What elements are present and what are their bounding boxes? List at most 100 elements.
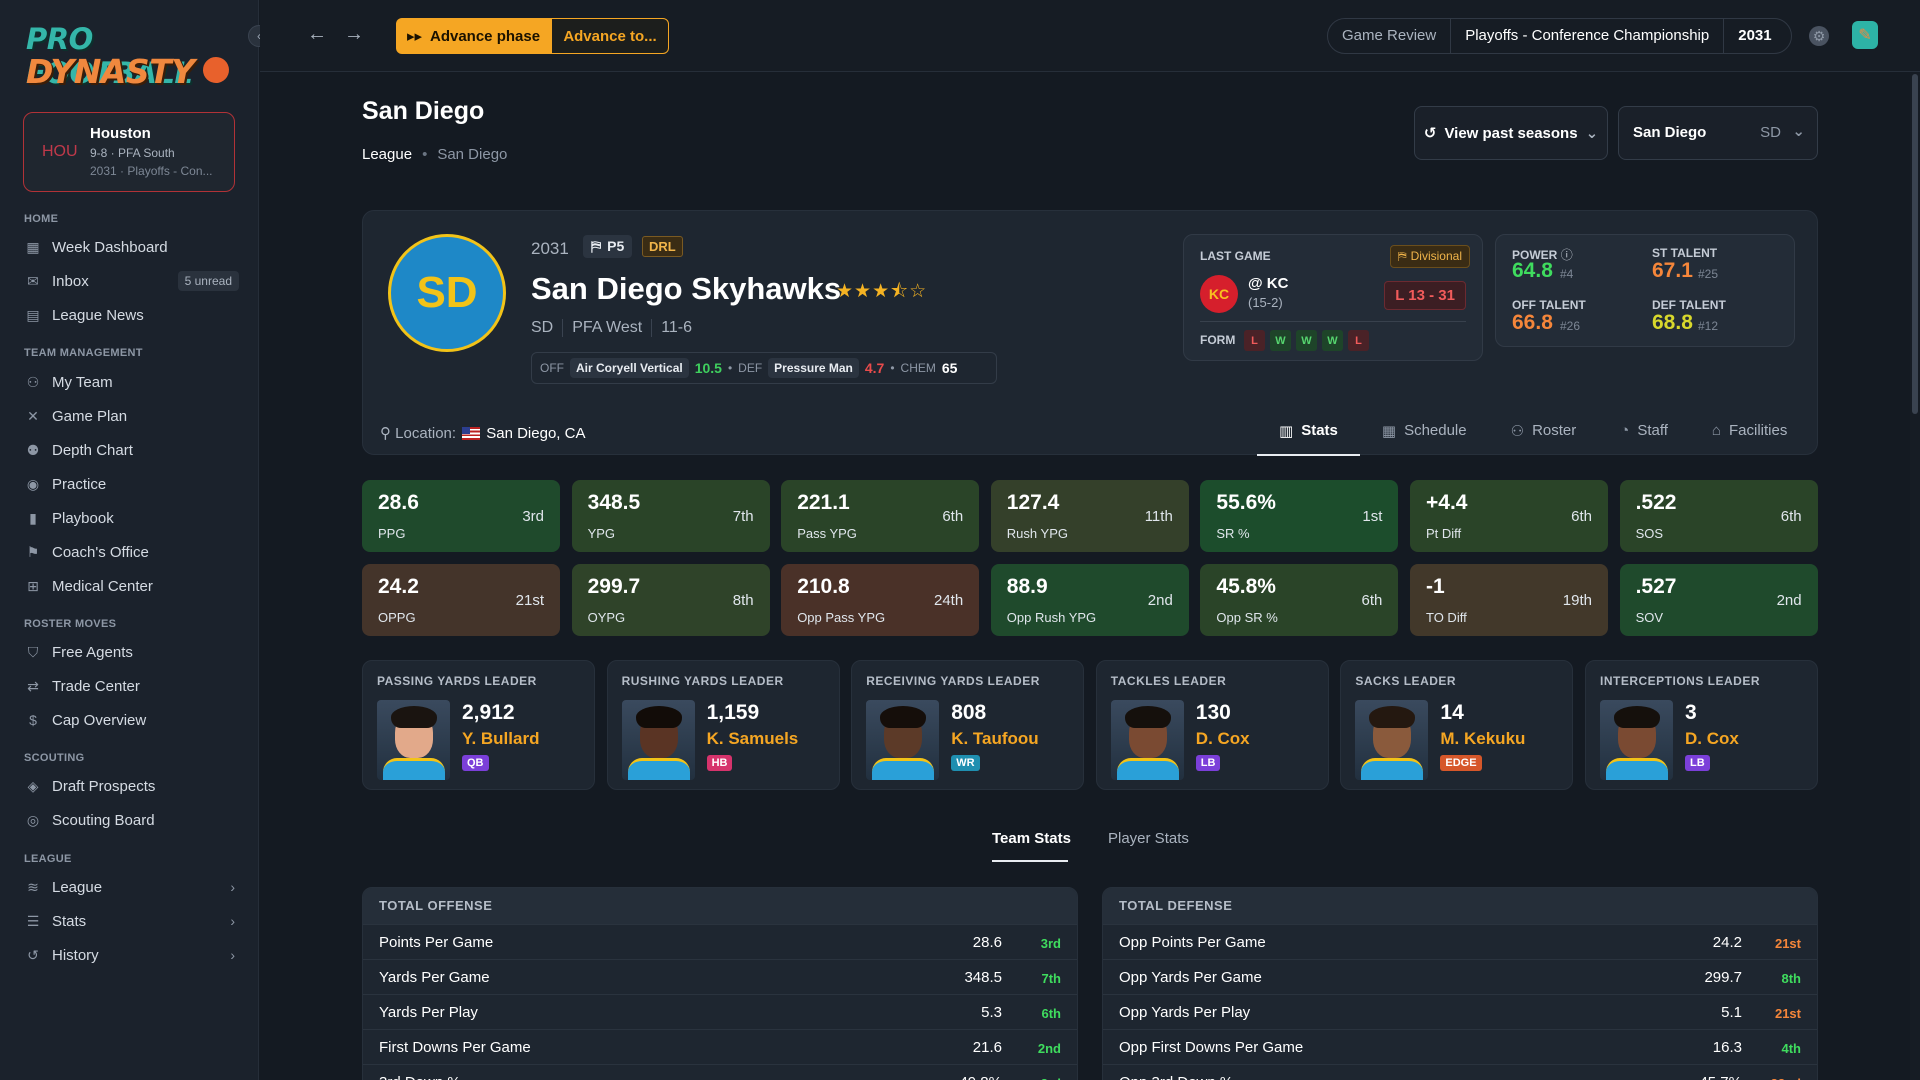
stat-card[interactable]: -1 TO Diff 19th (1410, 564, 1608, 636)
player-name[interactable]: K. Taufoou (951, 729, 1039, 748)
stat-rank: 22nd (1771, 1076, 1801, 1080)
stat-value: 210.8 (797, 575, 850, 598)
playoff-round-label: Divisional (1410, 249, 1462, 263)
tab-player-stats[interactable]: Player Stats (1108, 830, 1189, 847)
sidebar-item-history[interactable]: ↺ History › (24, 940, 239, 970)
tab-label: Staff (1637, 422, 1668, 439)
player-name[interactable]: D. Cox (1195, 729, 1250, 748)
position-badge: QB (462, 755, 489, 771)
eye-icon: ◎ (26, 811, 40, 828)
sidebar-item-my-team[interactable]: ⚇ My Team (24, 367, 239, 397)
chevron-right-icon: › (230, 879, 235, 895)
sidebar-item-stats[interactable]: ☰ Stats › (24, 906, 239, 936)
sidebar-item-league[interactable]: ≋ League › (24, 872, 239, 902)
stat-card[interactable]: 45.8% Opp SR % 6th (1200, 564, 1399, 636)
stat-card[interactable]: .522 SOS 6th (1619, 480, 1818, 552)
tab-schedule[interactable]: ▦ Schedule (1360, 411, 1489, 456)
last-game-card[interactable]: LAST GAME ⛿ Divisional KC @ KC (15-2) L 1… (1183, 234, 1483, 361)
tab-staff[interactable]: ◔ Staff (1598, 411, 1690, 456)
total-offense-table: TOTAL OFFENSE Points Per Game 28.6 3rd Yard… (362, 887, 1078, 1080)
player-name[interactable]: D. Cox (1685, 729, 1739, 748)
info-icon[interactable]: ⓘ (1560, 248, 1573, 262)
form-result: W (1270, 330, 1291, 351)
leader-card[interactable]: TACKLES LEADER 130 D. Cox LB (1095, 660, 1329, 790)
leader-card[interactable]: INTERCEPTIONS LEADER 3 D. Cox LB (1585, 660, 1818, 790)
sidebar-item-free-agents[interactable]: ⛉ Free Agents (24, 637, 239, 667)
history-icon: ↺ (27, 946, 39, 963)
settings-gear-icon[interactable]: ⚙ (1809, 26, 1829, 46)
sidebar-item-label: League (52, 878, 103, 896)
player-name[interactable]: Y. Bullard (462, 729, 540, 748)
sidebar-item-week-dashboard[interactable]: ▦ Week Dashboard (24, 232, 239, 262)
sidebar-item-coachs-office[interactable]: ⚑ Coach's Office (24, 537, 239, 567)
leader-card[interactable]: PASSING YARDS LEADER 2,912 Y. Bullard QB (362, 660, 595, 790)
table-row: Yards Per Game 348.5 7th (363, 959, 1077, 994)
stat-card[interactable]: .527 SOV 2nd (1619, 564, 1818, 636)
table-row: 3rd Down % 49.8% 3rd (363, 1064, 1077, 1080)
sidebar-item-draft-prospects[interactable]: ◈ Draft Prospects (24, 771, 239, 801)
logo-line-1: PRO FOOTBALL (26, 22, 193, 90)
scrollbar-thumb[interactable] (1912, 74, 1918, 414)
leader-card[interactable]: RECEIVING YARDS LEADER 808 K. Taufoou WR (851, 660, 1085, 790)
advance-phase-button[interactable]: ▸▸ Advance phase (396, 18, 551, 54)
stat-rank: 21st (515, 592, 544, 609)
game-review-link[interactable]: Game Review (1328, 18, 1452, 54)
team-select-dropdown[interactable]: San Diego SD ⌄ (1618, 106, 1818, 160)
sidebar-item-game-plan[interactable]: ✕ Game Plan (24, 401, 239, 431)
stat-card[interactable]: 28.6 PPG 3rd (362, 480, 560, 552)
user-team-card[interactable]: HOU Houston 9-8 · PFA South 2031 · Playo… (23, 112, 235, 192)
forward-arrow-icon[interactable]: → (344, 23, 364, 45)
player-portrait (377, 700, 450, 780)
team-location: ⚲ Location: San Diego, CA (380, 424, 585, 442)
sidebar-item-scouting-board[interactable]: ◎ Scouting Board (24, 805, 239, 835)
layers-icon: ≋ (27, 878, 39, 895)
team-logo: SD (388, 234, 506, 352)
page-scrollbar[interactable] (1910, 72, 1920, 1080)
stat-value: 28.6 (972, 934, 1002, 951)
team-record: 11-6 (661, 319, 693, 336)
app-badge-icon[interactable]: ✎ (1852, 21, 1878, 49)
position-badge: LB (1195, 755, 1221, 771)
sidebar-item-cap-overview[interactable]: $ Cap Overview (24, 705, 239, 735)
leader-card[interactable]: SACKS LEADER 14 M. Kekuku EDGE (1340, 660, 1574, 790)
player-name[interactable]: K. Samuels (706, 729, 799, 748)
view-past-seasons-button[interactable]: ↺ View past seasons ⌄ (1414, 106, 1608, 160)
stat-card[interactable]: 348.5 YPG 7th (571, 480, 770, 552)
tab-roster[interactable]: ⚇ Roster (1489, 411, 1599, 456)
stat-label: Opp Pass YPG (797, 610, 886, 625)
stat-card[interactable]: +4.4 Pt Diff 6th (1410, 480, 1608, 552)
player-name[interactable]: M. Kekuku (1440, 729, 1526, 748)
team-select-value: San Diego (1633, 124, 1707, 141)
sidebar-item-playbook[interactable]: ▮ Playbook (24, 503, 239, 533)
stat-card[interactable]: 299.7 OYPG 8th (571, 564, 770, 636)
unread-badge: 5 unread (177, 271, 239, 291)
leader-value: 130 (1195, 701, 1231, 724)
sidebar-item-depth-chart[interactable]: ⚉ Depth Chart (24, 435, 239, 465)
tab-team-stats[interactable]: Team Stats (992, 830, 1071, 847)
sidebar-item-medical-center[interactable]: ⊞ Medical Center (24, 571, 239, 601)
stat-rank: 1st (1362, 508, 1383, 525)
portrait-jersey (1361, 758, 1424, 780)
advance-to-button[interactable]: Advance to... (551, 18, 669, 54)
tab-facilities[interactable]: ⌂ Facilities (1690, 411, 1809, 456)
leader-card[interactable]: RUSHING YARDS LEADER 1,159 K. Samuels HB (606, 660, 840, 790)
sidebar-item-inbox[interactable]: ✉ Inbox 5 unread (24, 266, 239, 296)
stat-card[interactable]: 55.6% SR % 1st (1200, 480, 1399, 552)
app-logo[interactable]: PRO FOOTBALL DYNASTY (26, 22, 236, 91)
breadcrumb-league[interactable]: League (362, 146, 413, 163)
strategy-icon: ✕ (27, 407, 39, 424)
back-arrow-icon[interactable]: ← (307, 23, 327, 45)
sidebar-item-trade-center[interactable]: ⇄ Trade Center (24, 671, 239, 701)
stat-card[interactable]: 88.9 Opp Rush YPG 2nd (990, 564, 1189, 636)
stat-card[interactable]: 221.1 Pass YPG 6th (781, 480, 980, 552)
def-talent-rank: #12 (1698, 319, 1719, 333)
stat-card[interactable]: 24.2 OPPG 21st (362, 564, 560, 636)
sidebar-item-label: History (52, 946, 99, 964)
book-icon: ▮ (29, 509, 37, 526)
sidebar-item-league-news[interactable]: ▤ League News (24, 300, 239, 330)
stat-card[interactable]: 210.8 Opp Pass YPG 24th (781, 564, 980, 636)
sidebar-item-practice[interactable]: ◉ Practice (24, 469, 239, 499)
tab-stats[interactable]: ▥ Stats (1257, 411, 1360, 456)
stat-rank: 2nd (1776, 592, 1802, 609)
stat-card[interactable]: 127.4 Rush YPG 11th (990, 480, 1189, 552)
